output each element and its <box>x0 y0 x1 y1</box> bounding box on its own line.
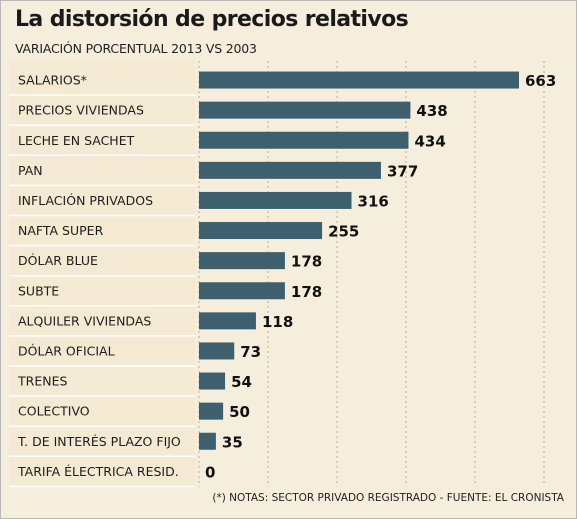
chart-subtitle: VARIACIÓN PORCENTUAL 2013 VS 2003 <box>15 41 257 56</box>
data-label: 50 <box>229 403 250 421</box>
category-label: SALARIOS* <box>18 73 87 88</box>
data-label: 438 <box>416 102 447 120</box>
bar <box>199 342 235 360</box>
data-label: 316 <box>358 192 389 210</box>
bar <box>199 71 519 89</box>
category-label: PRECIOS VIVIENDAS <box>18 103 144 118</box>
data-label: 73 <box>240 343 261 361</box>
bar <box>199 432 216 450</box>
bar <box>199 312 256 330</box>
bar <box>199 161 381 179</box>
bar <box>199 252 285 270</box>
bar <box>199 372 226 390</box>
category-label: DÓLAR OFICIAL <box>18 343 115 358</box>
category-label: TARIFA ÉLECTRICA RESID. <box>17 464 179 479</box>
data-label: 255 <box>328 223 359 241</box>
bar <box>199 131 409 149</box>
category-label: LECHE EN SACHET <box>18 133 135 148</box>
data-label: 35 <box>222 433 243 451</box>
data-label: 663 <box>525 72 556 90</box>
data-label: 434 <box>414 132 445 150</box>
bar <box>199 101 411 119</box>
category-label: TRENES <box>17 374 67 389</box>
category-label: PAN <box>18 163 43 178</box>
category-label: DÓLAR BLUE <box>18 253 98 268</box>
bar <box>199 402 224 420</box>
category-label: NAFTA SUPER <box>18 223 104 238</box>
data-label: 178 <box>291 253 322 271</box>
data-label: 178 <box>291 283 322 301</box>
data-label: 0 <box>205 463 215 481</box>
category-label: COLECTIVO <box>18 404 90 419</box>
bar <box>199 222 323 240</box>
bar-chart: SALARIOS* 663 PRECIOS VIVIENDAS 438 LECHE EN… <box>9 61 556 488</box>
data-label: 377 <box>387 162 418 180</box>
category-label: SUBTE <box>18 283 59 298</box>
category-label: T. DE INTERÉS PLAZO FIJO <box>17 434 181 449</box>
bar <box>199 282 285 300</box>
data-label: 54 <box>231 373 252 391</box>
category-label: INFLACIÓN PRIVADOS <box>18 193 153 208</box>
category-label: ALQUILER VIVIENDAS <box>18 313 151 328</box>
data-label: 118 <box>262 313 293 331</box>
chart-title: La distorsión de precios relativos <box>15 7 409 32</box>
chart-footnote: (*) NOTAS: SECTOR PRIVADO REGISTRADO - F… <box>212 492 564 504</box>
bar <box>199 191 352 209</box>
label-column <box>9 61 195 487</box>
